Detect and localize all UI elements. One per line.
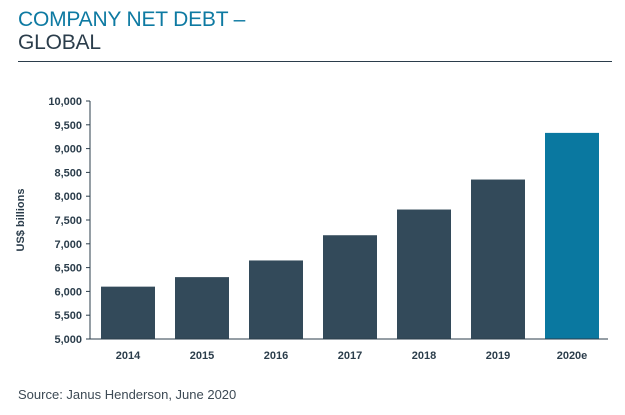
bar-2016 (249, 260, 303, 339)
y-tick-label: 6,000 (54, 286, 82, 298)
source-note: Source: Janus Henderson, June 2020 (18, 387, 237, 402)
y-tick-label: 5,000 (54, 334, 82, 346)
x-tick-label: 2018 (412, 350, 436, 362)
y-tick-label: 5,500 (54, 310, 82, 322)
x-tick-label: 2019 (486, 350, 510, 362)
y-axis-label: US$ billions (15, 189, 27, 252)
bar-2020e (545, 132, 599, 339)
title-divider (18, 61, 612, 62)
x-tick-label: 2017 (338, 350, 362, 362)
x-tick-label: 2020e (557, 350, 588, 362)
bars (101, 132, 599, 339)
bar-2014 (101, 286, 155, 339)
x-axis: 2014 2015 2016 2017 2018 2019 2020e (116, 350, 588, 362)
bar-2018 (397, 209, 451, 339)
y-tick-label: 8,500 (54, 167, 82, 179)
x-tick-label: 2016 (264, 350, 288, 362)
y-axis: 5,000 5,500 6,000 6,500 7,000 7,500 8,000 8,500… (48, 96, 90, 346)
y-tick-label: 8,000 (54, 191, 82, 203)
bar-chart: US$ billions 5,000 5,500 6,000 6,500 7,000 7,… (15, 96, 608, 362)
y-tick-label: 10,000 (48, 96, 82, 108)
chart-title: COMPANY NET DEBT – GLOBAL (18, 8, 245, 54)
x-tick-label: 2014 (116, 350, 141, 362)
bar-2015 (175, 277, 229, 339)
chart-title-line1: COMPANY NET DEBT – (18, 8, 246, 31)
y-tick-label: 9,000 (54, 144, 82, 156)
y-tick-label: 9,500 (54, 120, 82, 132)
y-tick-label: 6,500 (54, 263, 82, 275)
y-tick-label: 7,000 (54, 239, 82, 251)
x-tick-label: 2015 (190, 350, 214, 362)
bar-2019 (471, 179, 525, 339)
y-tick-label: 7,500 (54, 215, 82, 227)
bar-2017 (323, 235, 377, 339)
chart-title-line2: GLOBAL (18, 31, 101, 54)
